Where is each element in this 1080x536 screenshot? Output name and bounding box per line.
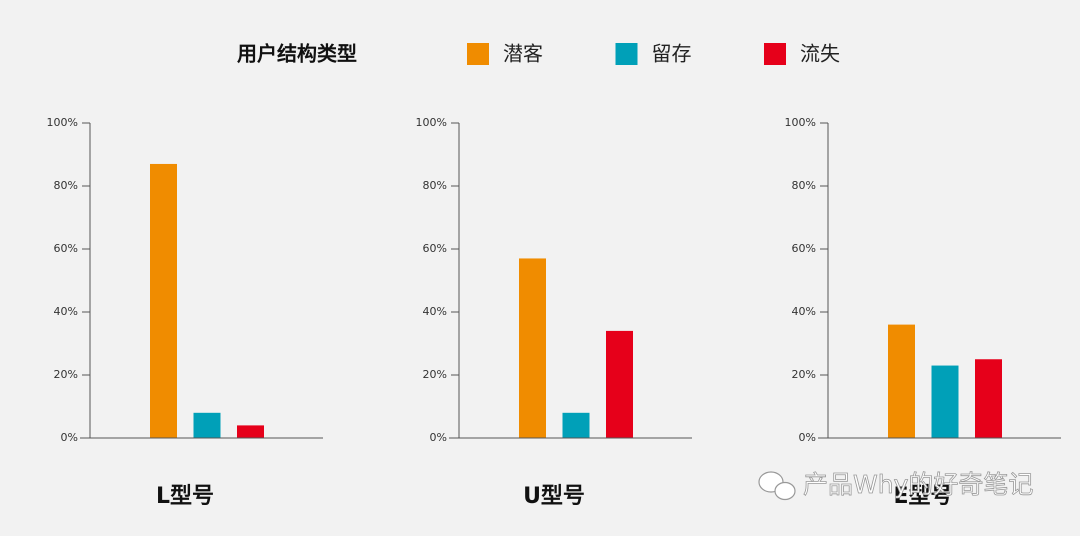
watermark: 产品Why的好奇笔记: [803, 470, 1033, 499]
y-tick-label: 60%: [54, 242, 78, 255]
y-tick-label: 80%: [54, 179, 78, 192]
y-tick-label: 20%: [54, 368, 78, 381]
y-tick-label: 80%: [423, 179, 447, 192]
y-tick-label: 40%: [54, 305, 78, 318]
bar: [562, 412, 590, 438]
bar: [975, 359, 1002, 438]
y-tick-label: 20%: [423, 368, 447, 381]
x-category-label: U型号: [523, 484, 585, 509]
watermark-icon: [758, 471, 796, 501]
y-tick-label: 100%: [416, 116, 447, 129]
legend-swatch: [467, 43, 489, 65]
y-tick-label: 40%: [792, 305, 816, 318]
bar: [606, 330, 633, 438]
y-tick-label: 0%: [430, 431, 447, 444]
y-tick-label: 60%: [423, 242, 447, 255]
legend-label: 留存: [652, 42, 692, 66]
legend-label: 流失: [800, 42, 840, 66]
x-category-label: L型号: [156, 484, 214, 509]
bar: [193, 412, 221, 438]
y-tick-label: 40%: [423, 305, 447, 318]
bar: [519, 258, 546, 438]
legend-title: 用户结构类型: [237, 42, 357, 66]
y-tick-label: 20%: [792, 368, 816, 381]
bar: [150, 163, 177, 438]
y-tick-label: 60%: [792, 242, 816, 255]
y-tick-label: 80%: [792, 179, 816, 192]
bar: [931, 365, 959, 438]
y-tick-label: 100%: [47, 116, 78, 129]
y-tick-label: 0%: [61, 431, 78, 444]
y-tick-label: 0%: [799, 431, 816, 444]
legend-swatch: [615, 43, 638, 65]
bar: [888, 324, 915, 438]
x-category-label: E型号: [893, 484, 952, 509]
y-tick-label: 100%: [785, 116, 816, 129]
legend-swatch: [764, 43, 786, 65]
bar: [237, 425, 264, 438]
legend-label: 潜客: [503, 42, 543, 66]
